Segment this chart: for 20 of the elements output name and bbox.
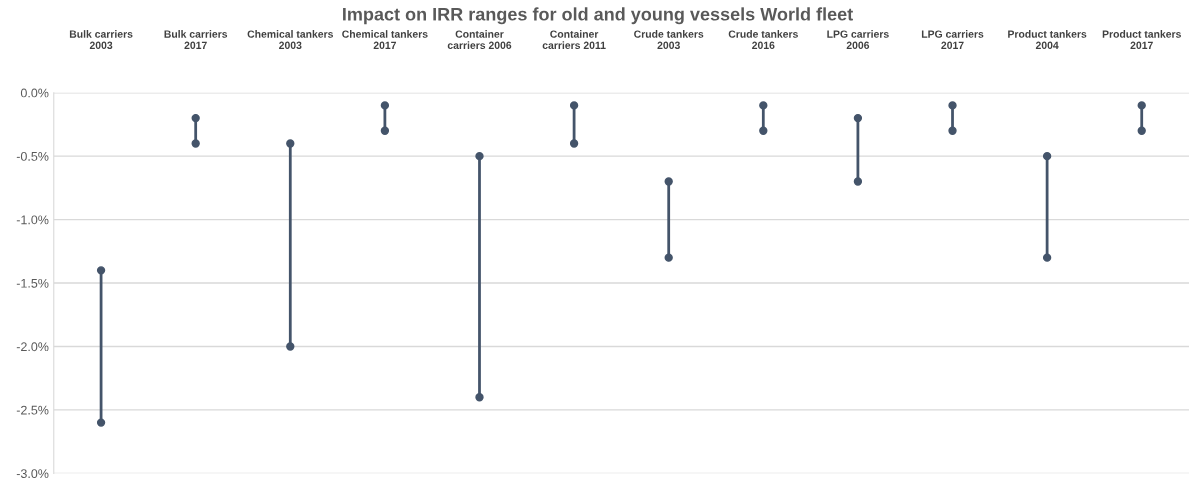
x-tick-label: Container carriers 2006 xyxy=(447,30,512,49)
y-tick-label: 0.0% xyxy=(20,88,49,98)
y-tick-label: -1.0% xyxy=(16,215,49,225)
chart-title: Impact on IRR ranges for old and young vessels World fleet xyxy=(343,7,853,25)
y-tick-label: -2.0% xyxy=(16,342,49,352)
y-tick-label: -1.5% xyxy=(16,278,49,288)
y-tick-label: -3.0% xyxy=(16,469,49,479)
x-tick-label: LPG carriers 2006 xyxy=(827,30,889,49)
x-tick-label: Crude tankers 2003 xyxy=(634,30,704,50)
x-tick-label: Product tankers 2004 xyxy=(1008,30,1087,49)
x-tick-label: Container carriers 2011 xyxy=(542,30,606,49)
x-tick-label: Bulk carriers 2003 xyxy=(69,30,133,50)
y-tick-label: -2.5% xyxy=(16,405,49,415)
x-tick-label: Bulk carriers 2017 xyxy=(164,30,228,49)
x-tick-label: LPG carriers 2017 xyxy=(921,30,984,49)
x-tick-label: Chemical tankers 2003 xyxy=(247,30,333,50)
y-tick-label: -0.5% xyxy=(16,151,49,161)
x-tick-label: Chemical tankers 2017 xyxy=(342,30,428,49)
x-tick-label: Product tankers 2017 xyxy=(1102,30,1181,49)
x-tick-label: Crude tankers 2016 xyxy=(728,30,798,49)
